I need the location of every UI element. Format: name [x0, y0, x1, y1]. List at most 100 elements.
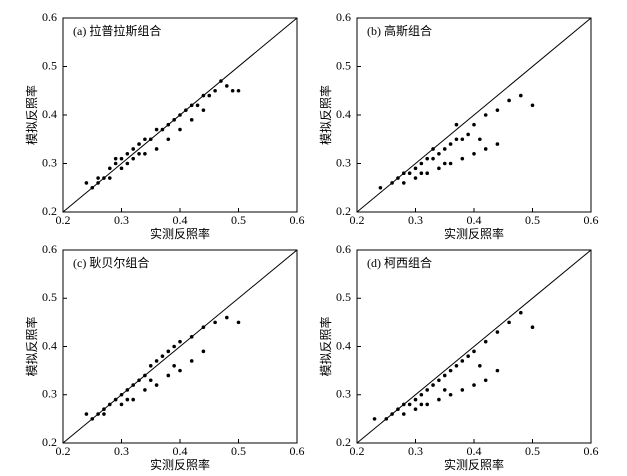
x-tick-label: 0.6 — [290, 444, 305, 458]
x-tick-label: 0.5 — [231, 213, 246, 227]
point — [90, 185, 95, 190]
point — [478, 137, 482, 142]
point — [483, 113, 488, 117]
y-tick-label: 0.2 — [42, 204, 57, 218]
panel-title: (a) 拉普拉斯组合 — [73, 23, 161, 38]
x-tick-label: 0.6 — [584, 444, 599, 458]
point — [448, 161, 453, 166]
point — [189, 118, 194, 122]
point — [131, 156, 135, 161]
point — [378, 185, 383, 190]
x-tick-label: 0.3 — [114, 213, 129, 227]
point — [148, 364, 153, 368]
point — [460, 359, 465, 363]
point — [390, 181, 394, 185]
point — [143, 152, 147, 156]
reference-line — [356, 17, 592, 213]
point — [454, 364, 459, 368]
panel-title: (d) 柯西组合 — [367, 255, 432, 270]
point — [442, 161, 447, 166]
point — [113, 397, 118, 402]
y-axis-label: 模拟反照率 — [24, 316, 39, 376]
x-tick-label: 0.4 — [173, 213, 188, 227]
y-tick-label: 0.6 — [336, 10, 351, 24]
point — [460, 388, 465, 392]
point — [160, 127, 165, 132]
point — [102, 412, 106, 416]
y-tick-label: 0.5 — [336, 290, 351, 304]
y-tick-label: 0.4 — [336, 338, 351, 352]
point — [225, 84, 229, 88]
x-axis-label: 实测反照率 — [444, 226, 504, 241]
point — [143, 137, 147, 142]
y-axis-label: 模拟反照率 — [318, 85, 333, 145]
point — [189, 359, 194, 363]
point — [448, 142, 453, 146]
point — [460, 137, 465, 142]
point — [431, 383, 435, 387]
y-tick-label: 0.3 — [336, 155, 351, 169]
point — [402, 181, 406, 185]
point — [425, 402, 430, 407]
y-tick-label: 0.4 — [42, 338, 57, 352]
x-tick-label: 0.4 — [467, 213, 482, 227]
point — [519, 310, 523, 315]
point — [448, 368, 453, 373]
panel-title: (c) 耿贝尔组合 — [73, 255, 149, 270]
point — [478, 364, 482, 368]
point — [189, 335, 194, 339]
reference-line — [356, 249, 592, 444]
point — [472, 152, 476, 156]
x-tick-label: 0.2 — [350, 444, 365, 458]
x-axis-label: 实测反照率 — [444, 457, 504, 472]
point — [472, 349, 476, 354]
point — [431, 156, 435, 161]
point — [402, 402, 406, 407]
point — [483, 378, 488, 383]
point — [154, 383, 159, 387]
point — [160, 354, 165, 358]
point — [125, 161, 130, 166]
point — [137, 152, 141, 156]
x-tick-label: 0.4 — [467, 444, 482, 458]
point — [148, 378, 153, 383]
point — [402, 412, 406, 416]
point — [184, 108, 188, 112]
point — [125, 397, 130, 402]
point — [460, 156, 465, 161]
point — [530, 325, 535, 330]
x-tick-label: 0.3 — [114, 444, 129, 458]
point — [372, 417, 377, 421]
point — [131, 397, 135, 402]
point — [466, 132, 470, 137]
point — [102, 176, 106, 180]
x-tick-label: 0.2 — [56, 213, 71, 227]
point — [425, 171, 430, 175]
point — [137, 378, 141, 383]
point — [437, 152, 441, 156]
point — [454, 137, 459, 142]
point — [108, 176, 112, 180]
point — [207, 93, 212, 98]
x-tick-label: 0.5 — [525, 213, 540, 227]
point — [483, 147, 488, 151]
point — [495, 330, 500, 334]
point — [402, 171, 406, 175]
point — [119, 166, 124, 171]
y-axis-label: 模拟反照率 — [318, 316, 333, 376]
y-tick-label: 0.3 — [42, 155, 57, 169]
point — [419, 161, 424, 166]
y-tick-label: 0.4 — [336, 107, 351, 121]
point — [90, 417, 95, 421]
point — [407, 402, 412, 407]
point — [125, 152, 130, 156]
y-tick-label: 0.6 — [42, 10, 57, 24]
point — [419, 392, 424, 397]
point — [96, 176, 100, 180]
x-tick-label: 0.6 — [290, 213, 305, 227]
point — [201, 349, 206, 354]
point — [113, 156, 118, 161]
point — [84, 181, 89, 185]
point — [131, 147, 135, 151]
point — [166, 349, 171, 354]
